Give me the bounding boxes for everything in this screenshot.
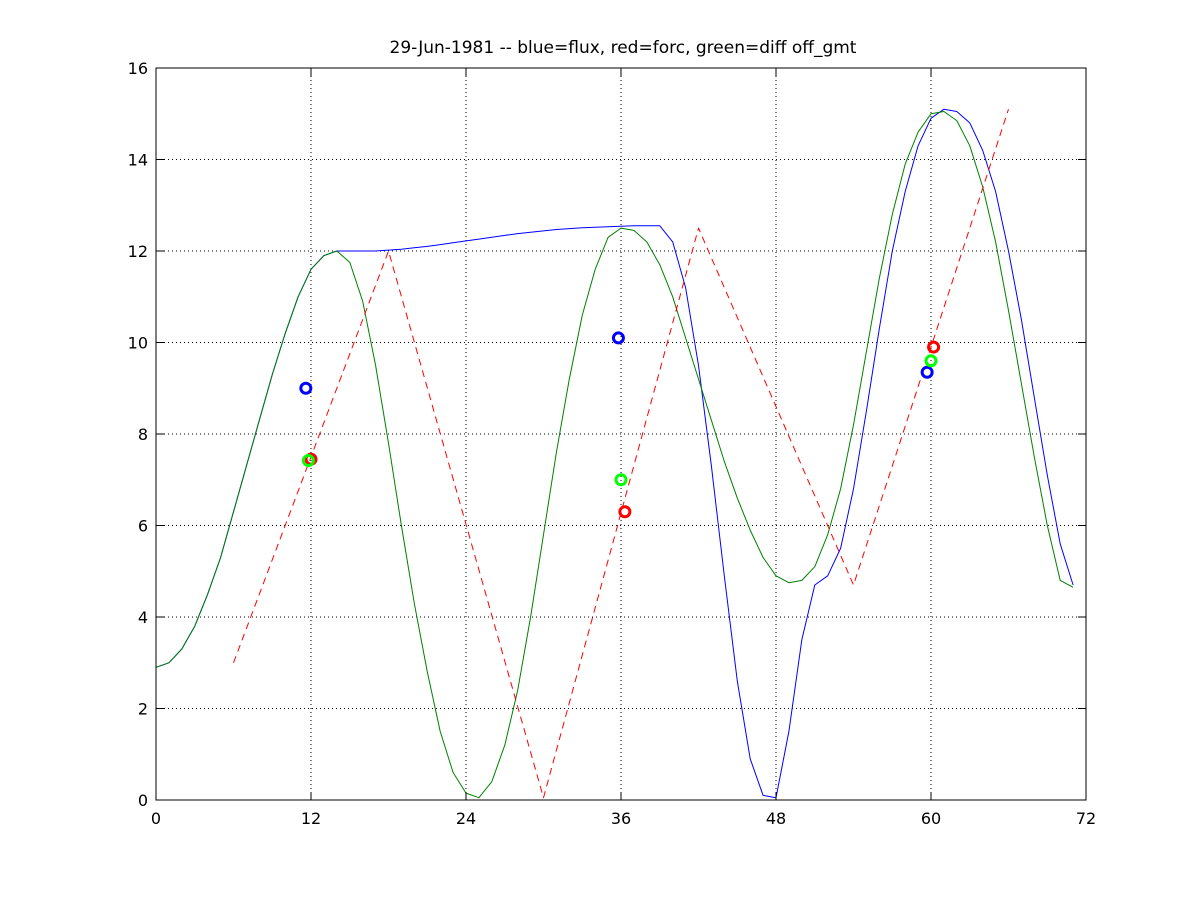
flux-marker [920,365,934,379]
x-tick-label: 48 [766,809,786,828]
diff-marker [301,454,315,468]
forc-series-line [233,109,1009,799]
x-tick-label: 24 [456,809,476,828]
y-tick-label: 14 [128,151,148,170]
forc-marker [618,505,632,519]
x-tick-label: 60 [921,809,941,828]
diff-marker [924,354,938,368]
y-tick-label: 0 [138,791,148,810]
y-tick-label: 16 [128,59,148,78]
x-tick-label: 72 [1076,809,1096,828]
series-layer [155,108,1074,799]
diff-marker [614,473,628,487]
marker-layer [299,331,941,519]
x-tick-label: 36 [611,809,631,828]
y-tick-label: 8 [138,425,148,444]
y-tick-label: 4 [138,608,148,627]
y-tick-label: 12 [128,242,148,261]
forc-marker [927,340,941,354]
y-tick-label: 2 [138,700,148,719]
y-tick-label: 6 [138,517,148,536]
flux-marker [611,331,625,345]
diff-series-line [155,111,1074,799]
x-tick-label: 12 [301,809,321,828]
x-tick-label: 0 [151,809,161,828]
flux-marker [299,381,313,395]
chart-title: 29-Jun-1981 -- blue=flux, red=forc, gree… [390,38,857,58]
y-tick-label: 10 [128,334,148,353]
